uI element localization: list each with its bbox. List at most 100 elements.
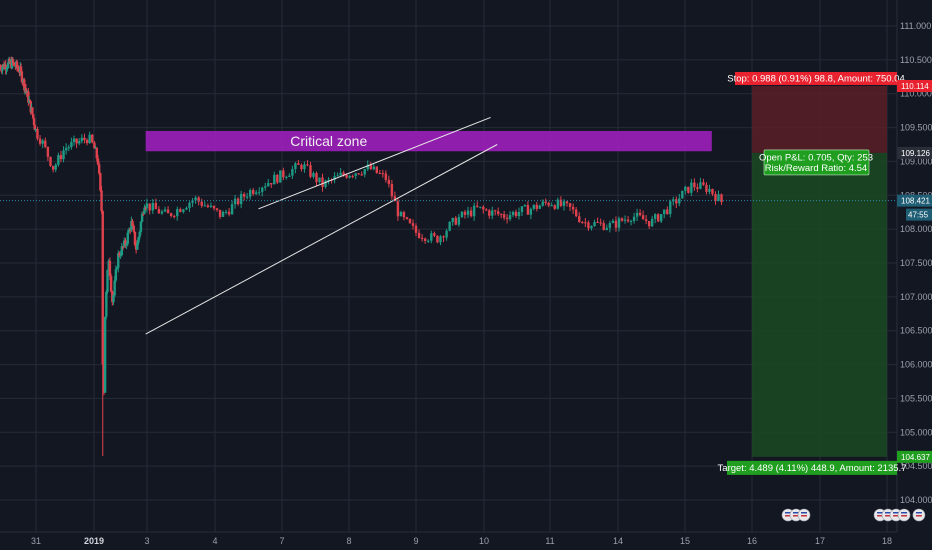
candle-body	[36, 128, 39, 139]
time-tick-label: 9	[413, 536, 418, 546]
candle-body	[711, 189, 714, 195]
candle-body	[88, 134, 91, 144]
candle-body	[644, 219, 648, 222]
candle-body	[218, 209, 222, 217]
candle-body	[203, 205, 206, 207]
candle-body	[472, 205, 476, 217]
candle-body	[485, 209, 488, 211]
candle-body	[550, 205, 553, 207]
candle-body	[67, 147, 70, 149]
candle-body	[430, 233, 433, 241]
candle-body	[681, 190, 684, 199]
price-tick-label: 106.000	[900, 360, 932, 370]
candle-body	[148, 203, 151, 211]
candle-body	[46, 146, 50, 157]
candle-body	[423, 238, 427, 241]
candle-body	[708, 189, 711, 192]
candle-body	[19, 66, 23, 72]
candle-body	[248, 190, 252, 197]
candle-body	[517, 212, 521, 217]
candle-body	[351, 175, 354, 177]
flag-stripe	[801, 512, 807, 514]
candle-body	[236, 198, 240, 205]
candle-body	[402, 212, 406, 218]
target-price-tag-box	[897, 450, 932, 463]
candle-body	[614, 220, 618, 228]
candle-body	[596, 221, 599, 223]
target-zone[interactable]	[752, 152, 887, 457]
candle-body	[32, 118, 36, 126]
event-flag-icon[interactable]	[897, 508, 911, 522]
current-price-tag: 108.421	[901, 197, 930, 206]
candle-body	[33, 125, 37, 131]
candle-body	[505, 217, 509, 220]
candle-body	[433, 233, 436, 236]
candle-body	[267, 183, 270, 187]
candle-body	[541, 201, 544, 206]
candle-body	[629, 220, 633, 222]
time-tick-label: 15	[680, 536, 690, 546]
candle-body	[360, 174, 363, 176]
event-flag-icon[interactable]	[797, 508, 811, 522]
candle-body	[436, 235, 439, 243]
candle-body	[547, 203, 550, 206]
candle-body	[526, 205, 530, 215]
flag-stripe	[885, 515, 892, 517]
candle-body	[182, 209, 185, 213]
candle-body	[114, 269, 118, 281]
candle-body	[261, 187, 264, 192]
long-position-tool[interactable]	[752, 85, 887, 457]
candle-body	[200, 201, 203, 206]
candle-body	[399, 212, 403, 217]
candle-body	[285, 176, 288, 178]
candle-body	[151, 202, 154, 211]
candle-body	[590, 226, 593, 229]
candle-body	[11, 59, 15, 63]
flag-stripe	[901, 515, 908, 517]
candle-body	[532, 204, 536, 209]
candle-body	[138, 231, 141, 238]
candle-body	[578, 216, 581, 222]
candle-body	[121, 246, 125, 248]
candle-body	[113, 280, 116, 296]
candle-body	[126, 232, 129, 244]
price-tick-label: 110.000	[900, 89, 932, 99]
price-tick-label: 109.000	[900, 156, 932, 166]
price-tick-label: 106.500	[900, 326, 932, 336]
trendline-2[interactable]	[258, 116, 491, 210]
flag-stripe	[893, 515, 900, 517]
candle-body	[318, 177, 321, 183]
critical-zone-box[interactable]	[145, 130, 712, 152]
candle-body	[611, 220, 615, 224]
candle-body	[6, 62, 10, 69]
time-tick-label: 31	[31, 536, 41, 546]
candle-body	[529, 208, 533, 215]
candle-body	[230, 204, 234, 215]
stop-zone[interactable]	[752, 85, 887, 153]
trendline-1[interactable]	[145, 144, 498, 335]
candle-body	[85, 139, 89, 144]
candle-body	[239, 194, 243, 205]
candle-body	[242, 194, 246, 197]
event-flag-icon[interactable]	[912, 508, 926, 522]
candle-body	[51, 165, 55, 170]
drawings[interactable]: Critical zone	[0, 116, 897, 335]
price-tick-label: 108.000	[900, 224, 932, 234]
candle-body	[454, 217, 457, 225]
candle-body	[18, 71, 21, 73]
candle-body	[97, 164, 101, 174]
time-tick-label: 4	[212, 536, 217, 546]
candlestick-series	[0, 56, 723, 456]
flag-stripe	[793, 515, 799, 517]
candle-body	[245, 196, 249, 198]
candle-body	[544, 201, 547, 204]
pnl-label-box	[763, 149, 870, 176]
candle-body	[635, 212, 639, 217]
time-tick-label: 8	[346, 536, 351, 546]
candle-body	[103, 316, 107, 393]
target-label: Target: 4.489 (4.11%) 448.9, Amount: 213…	[718, 463, 907, 474]
candle-body	[466, 210, 470, 215]
flag-stripe	[785, 512, 791, 514]
candle-body	[321, 177, 324, 187]
